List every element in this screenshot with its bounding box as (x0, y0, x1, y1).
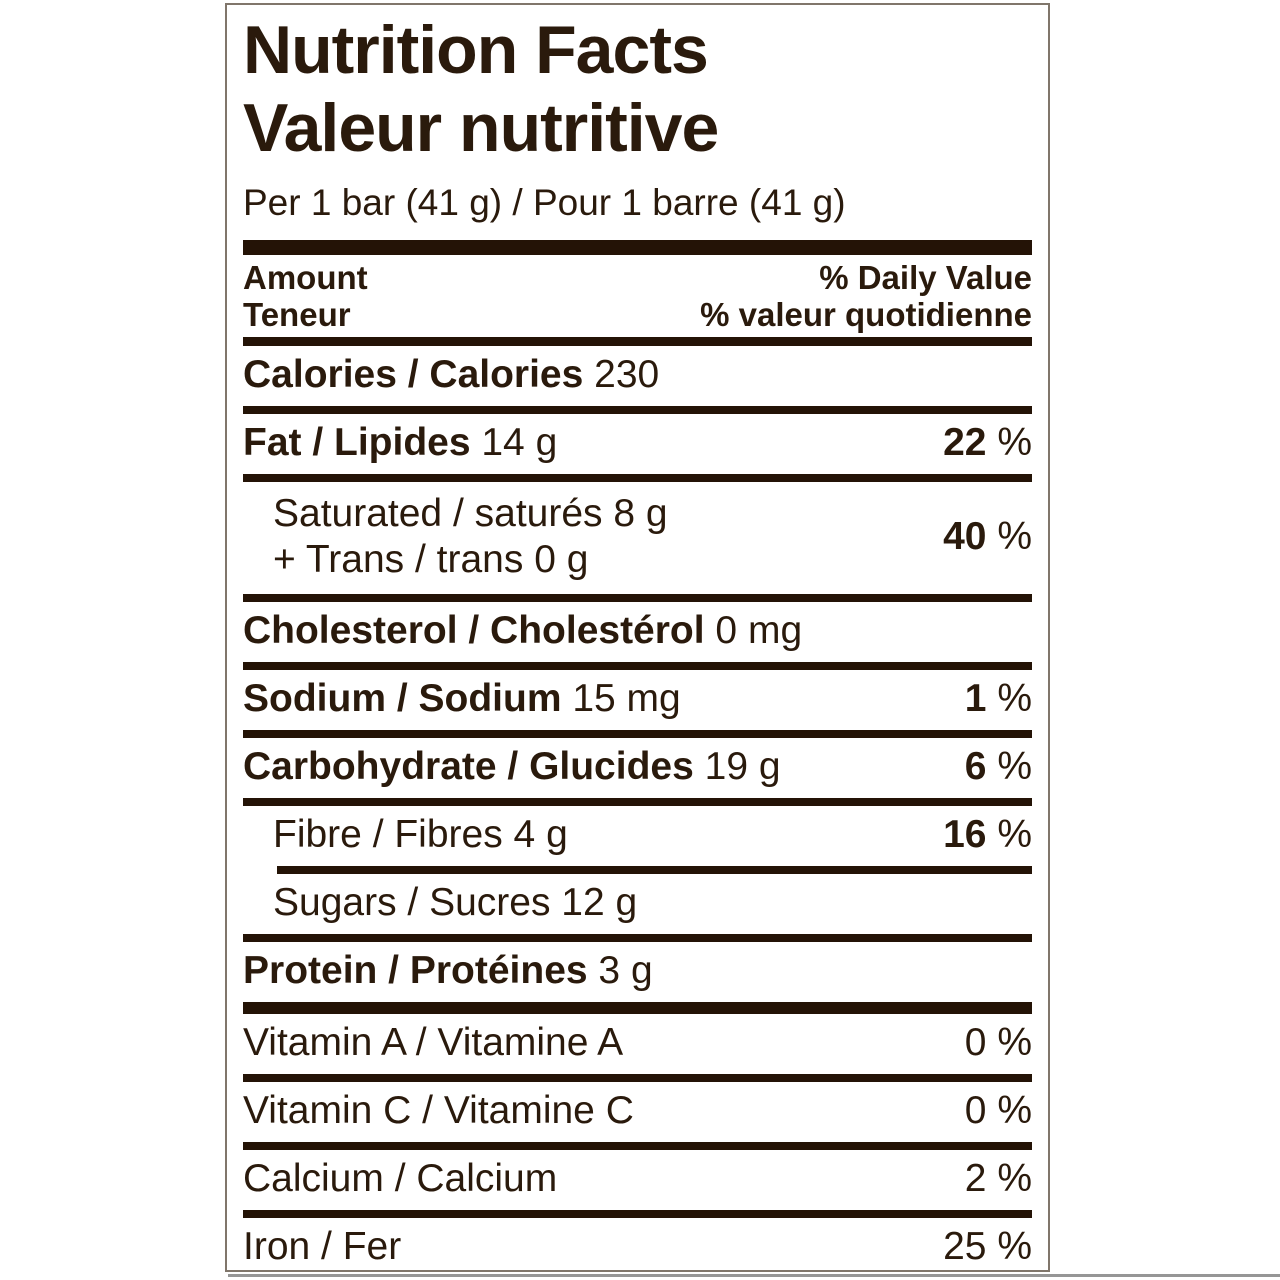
nutrient-name: Sodium / Sodium 15 mg (243, 677, 681, 720)
nutrient-row-fat: Fat / Lipides 14 g 22 % (243, 414, 1032, 474)
daily-value-header: % Daily Value % valeur quotidienne (700, 259, 1032, 333)
separator (243, 1074, 1032, 1082)
nutrient-row-fibre: Fibre / Fibres 4 g 16 % (243, 806, 1032, 866)
separator (243, 1210, 1032, 1218)
nutrient-row-sodium: Sodium / Sodium 15 mg 1 % (243, 670, 1032, 730)
nutrient-row-calcium: Calcium / Calcium 2 % (243, 1150, 1032, 1210)
nutrient-name: Vitamin A / Vitamine A (243, 1021, 624, 1064)
nutrient-percent: 0 % (964, 1089, 1032, 1132)
nutrient-name: Calories / Calories 230 (243, 353, 660, 396)
separator (243, 594, 1032, 602)
nutrient-name: Fat / Lipides 14 g (243, 421, 558, 464)
nutrient-percent: 16 % (943, 813, 1032, 856)
separator (243, 474, 1032, 482)
nutrient-name: Saturated / saturés 8 g + Trans / trans 0… (273, 492, 668, 581)
separator (277, 866, 1032, 874)
nutrient-row-saturated-trans: Saturated / saturés 8 g + Trans / trans 0… (243, 482, 1032, 594)
nutrient-row-iron: Iron / Fer 25 % (243, 1218, 1032, 1270)
daily-value-header-fr: % valeur quotidienne (700, 296, 1032, 333)
label-bottom-shadow (228, 1274, 1280, 1277)
nutrient-row-vitamin-c: Vitamin C / Vitamine C 0 % (243, 1082, 1032, 1142)
amount-header: Amount Teneur (243, 259, 368, 333)
label-title-fr: Valeur nutritive (243, 90, 719, 166)
nutrient-percent: 40 % (943, 515, 1032, 558)
amount-header-en: Amount (243, 259, 368, 296)
label-title-en: Nutrition Facts (243, 12, 709, 88)
nutrient-row-carbohydrate: Carbohydrate / Glucides 19 g 6 % (243, 738, 1032, 798)
nutrient-percent: 22 % (943, 421, 1032, 464)
separator (243, 406, 1032, 414)
separator-header (243, 337, 1032, 346)
separator (243, 1002, 1032, 1014)
nutrient-name: Sugars / Sucres 12 g (273, 881, 638, 924)
amount-header-fr: Teneur (243, 296, 351, 333)
nutrient-name: Cholesterol / Cholestérol 0 mg (243, 609, 803, 652)
nutrient-percent: 6 % (964, 745, 1032, 788)
separator (243, 1142, 1032, 1150)
nutrient-row-protein: Protein / Protéines 3 g (243, 942, 1032, 1002)
nutrient-name: Vitamin C / Vitamine C (243, 1089, 634, 1132)
nutrient-percent: 1 % (964, 677, 1032, 720)
nutrient-row-vitamin-a: Vitamin A / Vitamine A 0 % (243, 1014, 1032, 1074)
nutrient-name: Protein / Protéines 3 g (243, 949, 653, 992)
nutrient-rows: Calories / Calories 230 Fat / Lipides 14 … (243, 346, 1032, 1270)
nutrition-facts-label: Nutrition Facts Valeur nutritive Per 1 b… (225, 3, 1050, 1272)
daily-value-header-en: % Daily Value (819, 259, 1032, 296)
nutrient-name: Iron / Fer (243, 1225, 402, 1268)
nutrient-row-cholesterol: Cholesterol / Cholestérol 0 mg (243, 602, 1032, 662)
nutrient-percent: 2 % (964, 1157, 1032, 1200)
nutrient-row-sugars: Sugars / Sucres 12 g (243, 874, 1032, 934)
nutrient-row-calories: Calories / Calories 230 (243, 346, 1032, 406)
separator (243, 730, 1032, 738)
nutrient-percent: 25 % (943, 1225, 1032, 1268)
column-header-row: Amount Teneur % Daily Value % valeur quo… (243, 259, 1032, 333)
separator (243, 662, 1032, 670)
separator (243, 934, 1032, 942)
serving-size: Per 1 bar (41 g) / Pour 1 barre (41 g) (243, 182, 846, 223)
nutrient-percent: 0 % (964, 1021, 1032, 1064)
separator (243, 798, 1032, 806)
nutrient-name: Calcium / Calcium (243, 1157, 558, 1200)
nutrient-name: Fibre / Fibres 4 g (273, 813, 568, 856)
separator-thick-top (243, 240, 1032, 255)
nutrient-name: Carbohydrate / Glucides 19 g (243, 745, 781, 788)
